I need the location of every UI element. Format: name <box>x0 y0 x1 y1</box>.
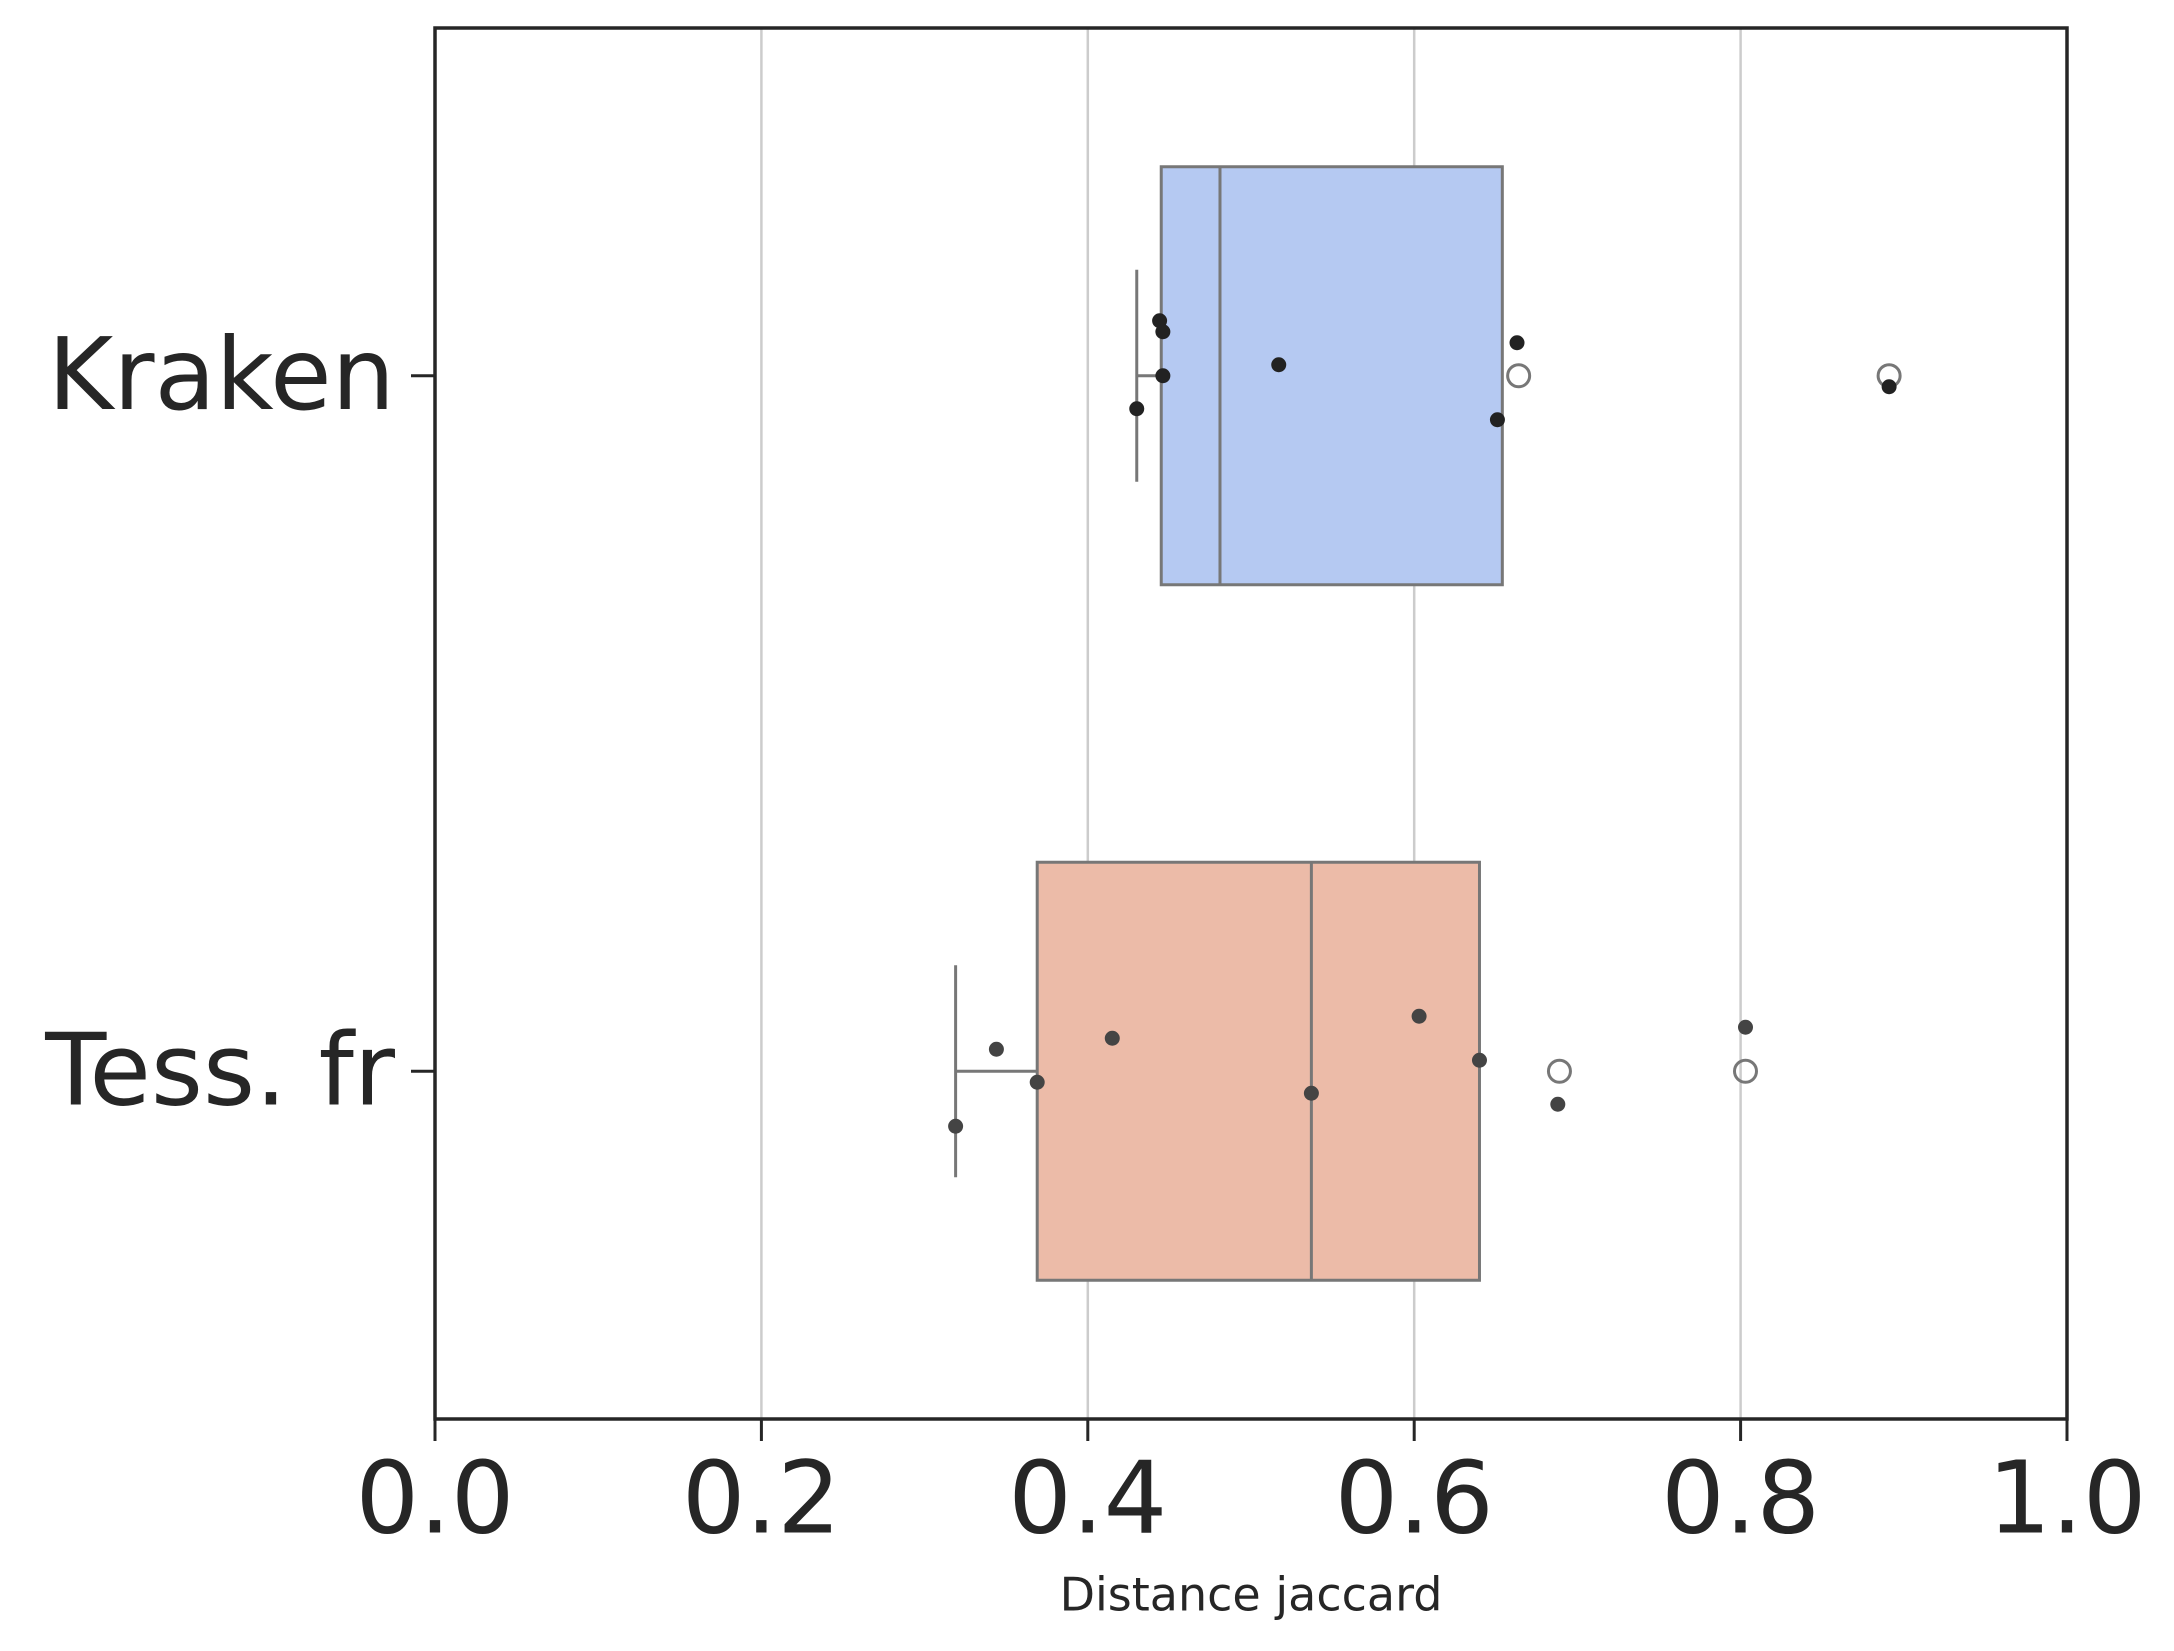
data-point <box>1104 1030 1120 1046</box>
plot-frame <box>433 26 2069 1421</box>
data-point <box>1509 335 1525 351</box>
x-axis-label: Distance jaccard <box>1060 1568 1443 1622</box>
box <box>1035 860 1481 1282</box>
y-tick-label: Kraken <box>48 316 395 433</box>
x-tick-label: 0.2 <box>682 1439 841 1556</box>
data-point <box>1155 324 1171 340</box>
data-point <box>1411 1008 1427 1024</box>
data-point <box>1550 1096 1566 1112</box>
outlier <box>1546 1058 1572 1084</box>
data-point <box>1471 1052 1487 1068</box>
data-point <box>1303 1085 1319 1101</box>
data-point <box>988 1041 1004 1057</box>
data-point <box>1737 1019 1753 1035</box>
x-tick-label: 1.0 <box>1987 1439 2146 1556</box>
data-point <box>948 1118 964 1134</box>
data-point <box>1881 379 1897 395</box>
outlier <box>1506 363 1532 389</box>
data-point <box>1029 1074 1045 1090</box>
data-point <box>1155 368 1171 384</box>
y-tick-label: Tess. fr <box>44 1012 396 1129</box>
data-point <box>1271 357 1287 373</box>
x-tick-label: 0.6 <box>1335 1439 1494 1556</box>
outlier <box>1732 1058 1758 1084</box>
data-point <box>1489 412 1505 428</box>
data-point <box>1129 401 1145 417</box>
x-tick-label: 0.4 <box>1008 1439 1167 1556</box>
box <box>1159 165 1504 587</box>
x-tick-label: 0.8 <box>1661 1439 1820 1556</box>
x-tick-label: 0.0 <box>355 1439 514 1556</box>
